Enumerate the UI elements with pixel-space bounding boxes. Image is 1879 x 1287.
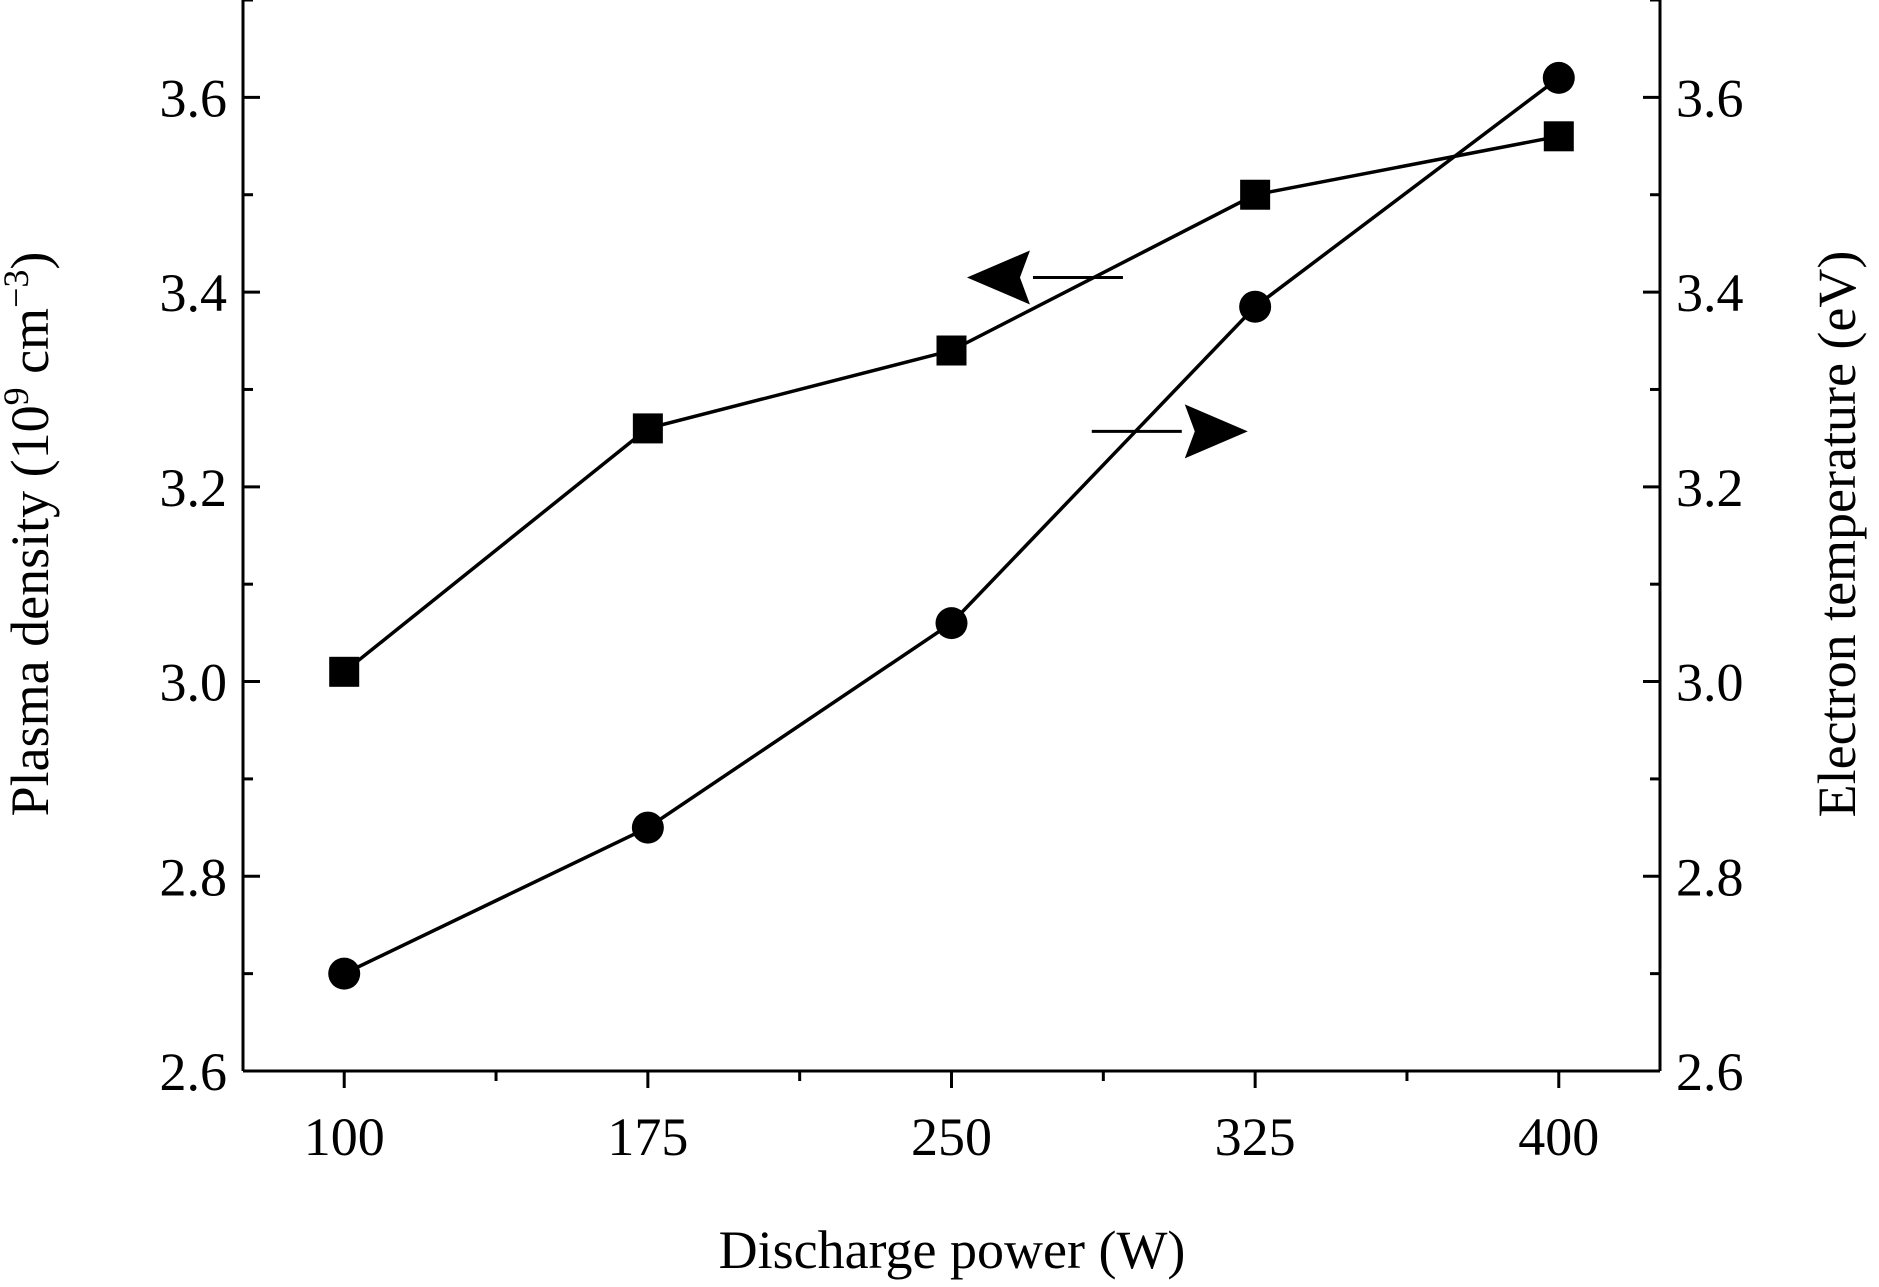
circle-marker bbox=[631, 811, 664, 844]
left-axis-title-suffix: ) bbox=[0, 252, 60, 270]
left-tick-label: 3.0 bbox=[160, 653, 228, 713]
right-axis-title: Electron temperature (eV) bbox=[1807, 251, 1867, 818]
x-tick-label: 325 bbox=[1215, 1107, 1296, 1167]
left-tick-label: 3.6 bbox=[160, 68, 228, 128]
x-tick-label: 250 bbox=[911, 1107, 992, 1167]
left-arrow-head bbox=[966, 250, 1030, 305]
left-tick-label: 2.6 bbox=[160, 1042, 228, 1102]
left-axis-title-sup2: −3 bbox=[0, 270, 36, 308]
square-marker bbox=[632, 413, 663, 444]
left-axis-title-prefix: Plasma density (10 bbox=[0, 405, 60, 816]
tick-labels: 100 175 250 325 400 2.6 2.6 2.8 2.8 3.0 3.0 3.2 3.2 3… bbox=[160, 68, 1744, 1167]
square-marker bbox=[1240, 179, 1271, 210]
left-axis-title-mid: cm bbox=[0, 308, 60, 387]
x-tick-label: 400 bbox=[1518, 1107, 1599, 1167]
right-tick-label: 2.8 bbox=[1676, 847, 1744, 907]
left-tick-label: 2.8 bbox=[160, 847, 228, 907]
right-tick-label: 3.4 bbox=[1676, 263, 1744, 323]
square-marker bbox=[1543, 121, 1574, 152]
left-tick-label: 3.4 bbox=[160, 263, 228, 323]
data-markers bbox=[328, 61, 1575, 990]
left-axis-title-sup1: 9 bbox=[0, 387, 36, 405]
x-tick-label: 100 bbox=[304, 1107, 385, 1167]
circle-marker bbox=[935, 607, 968, 640]
circle-marker bbox=[1239, 290, 1272, 323]
square-marker bbox=[329, 656, 360, 687]
square-marker bbox=[936, 335, 967, 366]
x-tick-label: 175 bbox=[607, 1107, 688, 1167]
axis-ticks bbox=[243, 0, 1660, 1088]
circle-marker bbox=[328, 957, 361, 990]
annotations bbox=[966, 250, 1248, 459]
circle-marker bbox=[1542, 61, 1575, 94]
right-tick-label: 3.2 bbox=[1676, 458, 1744, 518]
right-tick-label: 3.6 bbox=[1676, 68, 1744, 128]
left-axis-title: Plasma density (109 cm−3) bbox=[0, 252, 60, 817]
left-tick-label: 3.2 bbox=[160, 458, 228, 518]
right-tick-label: 3.0 bbox=[1676, 653, 1744, 713]
right-arrow-head bbox=[1184, 404, 1248, 459]
right-tick-label: 2.6 bbox=[1676, 1042, 1744, 1102]
x-axis-title: Discharge power (W) bbox=[719, 1220, 1186, 1280]
